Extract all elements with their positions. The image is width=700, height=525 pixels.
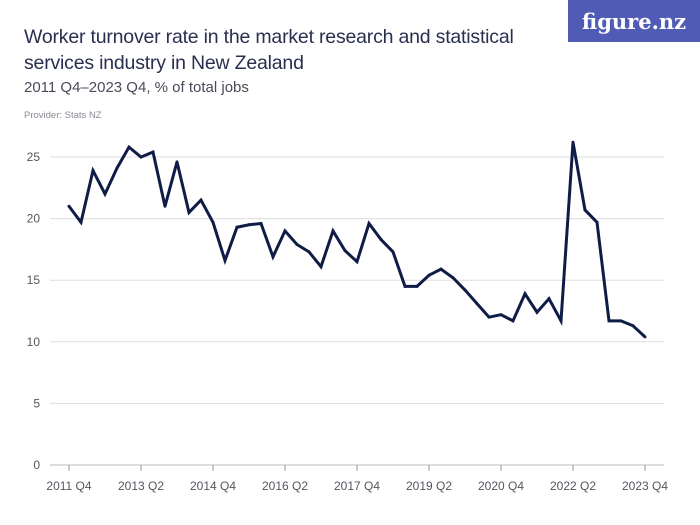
- data-point: [559, 319, 563, 323]
- data-point: [187, 210, 191, 214]
- data-point: [583, 208, 587, 212]
- y-tick-label: 15: [27, 273, 41, 287]
- data-point: [211, 220, 215, 224]
- data-point: [379, 238, 383, 242]
- data-point: [475, 302, 479, 306]
- x-tick-label: 2023 Q4: [622, 479, 668, 493]
- figure-nz-logo[interactable]: figure.nz: [568, 0, 700, 42]
- x-tick-label: 2013 Q2: [118, 479, 164, 493]
- data-point: [643, 335, 647, 339]
- data-point: [223, 258, 227, 262]
- data-point: [607, 319, 611, 323]
- data-point: [331, 229, 335, 233]
- x-tick-label: 2022 Q2: [550, 479, 596, 493]
- y-tick-label: 0: [33, 458, 40, 472]
- data-point: [631, 324, 635, 328]
- x-tick-label: 2017 Q4: [334, 479, 380, 493]
- y-tick-label: 5: [33, 396, 40, 410]
- data-point: [427, 273, 431, 277]
- provider-label: Provider: Stats NZ: [24, 110, 102, 121]
- data-point: [151, 150, 155, 154]
- data-point: [79, 220, 83, 224]
- data-point: [391, 250, 395, 254]
- x-tick-label: 2019 Q2: [406, 479, 452, 493]
- chart-subtitle: 2011 Q4–2023 Q4, % of total jobs: [24, 79, 249, 96]
- data-point: [271, 255, 275, 259]
- x-tick-label: 2020 Q4: [478, 479, 524, 493]
- data-point: [403, 284, 407, 288]
- data-point: [367, 222, 371, 226]
- data-point: [259, 222, 263, 226]
- data-point: [235, 225, 239, 229]
- y-tick-label: 10: [27, 335, 41, 349]
- data-point: [91, 169, 95, 173]
- data-point: [535, 310, 539, 314]
- data-point: [547, 297, 551, 301]
- data-point: [175, 160, 179, 164]
- data-point: [595, 220, 599, 224]
- chart-title: Worker turnover rate in the market resea…: [24, 26, 514, 74]
- y-tick-label: 20: [27, 212, 41, 226]
- data-point: [571, 140, 575, 144]
- data-point: [319, 265, 323, 269]
- data-point: [67, 204, 71, 208]
- data-point: [163, 204, 167, 208]
- data-point: [199, 198, 203, 202]
- data-point: [439, 267, 443, 271]
- data-point: [511, 319, 515, 323]
- data-point: [307, 250, 311, 254]
- data-point: [343, 249, 347, 253]
- series-line: [67, 141, 647, 338]
- x-tick-label: 2011 Q4: [46, 479, 91, 493]
- data-point: [127, 145, 131, 149]
- data-point: [247, 223, 251, 227]
- data-point: [487, 315, 491, 319]
- x-tick-label: 2014 Q4: [190, 479, 236, 493]
- data-point: [115, 166, 119, 170]
- data-point: [523, 292, 527, 296]
- data-point: [619, 319, 623, 323]
- data-point: [463, 288, 467, 292]
- data-point: [415, 284, 419, 288]
- data-point: [355, 260, 359, 264]
- data-point: [139, 155, 143, 159]
- data-point: [499, 313, 503, 317]
- data-point: [103, 192, 107, 196]
- x-tick-label: 2016 Q2: [262, 479, 308, 493]
- y-tick-label: 25: [27, 150, 41, 164]
- data-point: [283, 229, 287, 233]
- data-point: [295, 242, 299, 246]
- data-point: [451, 276, 455, 280]
